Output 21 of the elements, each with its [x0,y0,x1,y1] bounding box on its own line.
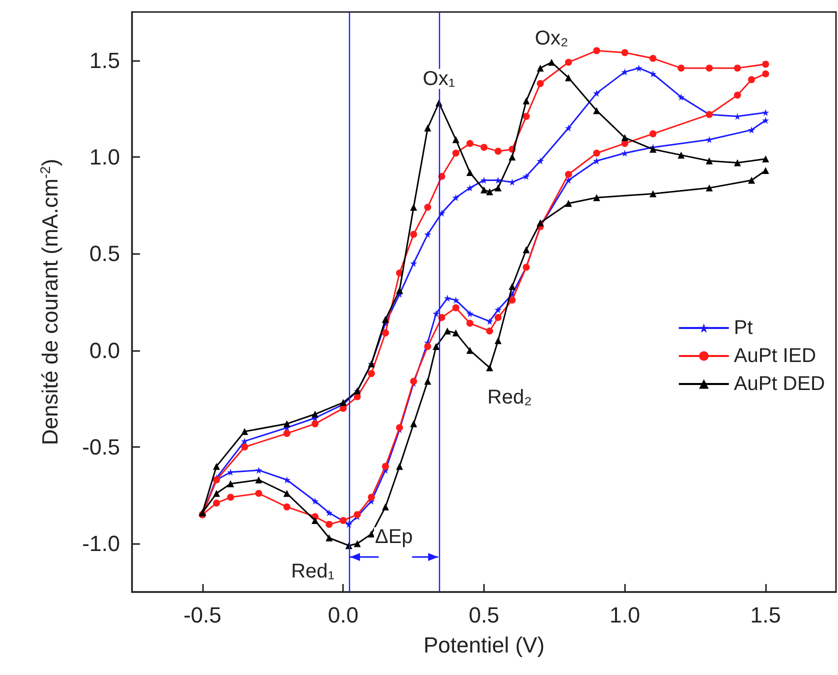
x-tick-label: 0.0 [328,602,358,628]
x-tick-label: 1.0 [610,602,640,628]
y-tick-label: 0.0 [89,338,120,363]
x-tick-label: -0.5 [183,602,222,628]
x-tick-label: 0.5 [468,602,500,628]
y-tick-label: 1.0 [89,144,120,170]
y-tick-label: -1.0 [82,531,120,556]
y-tick-label: 1.5 [89,48,120,73]
legend-label: AuPt IED [734,345,816,367]
y-tick-label: 0.5 [89,241,120,266]
y-axis-title: Densité de courant (mA.cm-2) [37,158,62,446]
annotation: Ox₂ [534,27,568,50]
legend-label: Pt [734,317,754,339]
legend-label: AuPt DED [734,373,826,395]
annotation: Red₁ [291,560,335,583]
x-tick-label: 1.5 [750,602,781,628]
annotation: ΔEp [374,526,413,548]
annotation: Ox₁ [422,68,456,90]
y-tick-label: -0.5 [82,434,120,460]
x-axis-title: Potentiel (V) [423,632,545,658]
annotation: Red₂ [487,386,532,409]
